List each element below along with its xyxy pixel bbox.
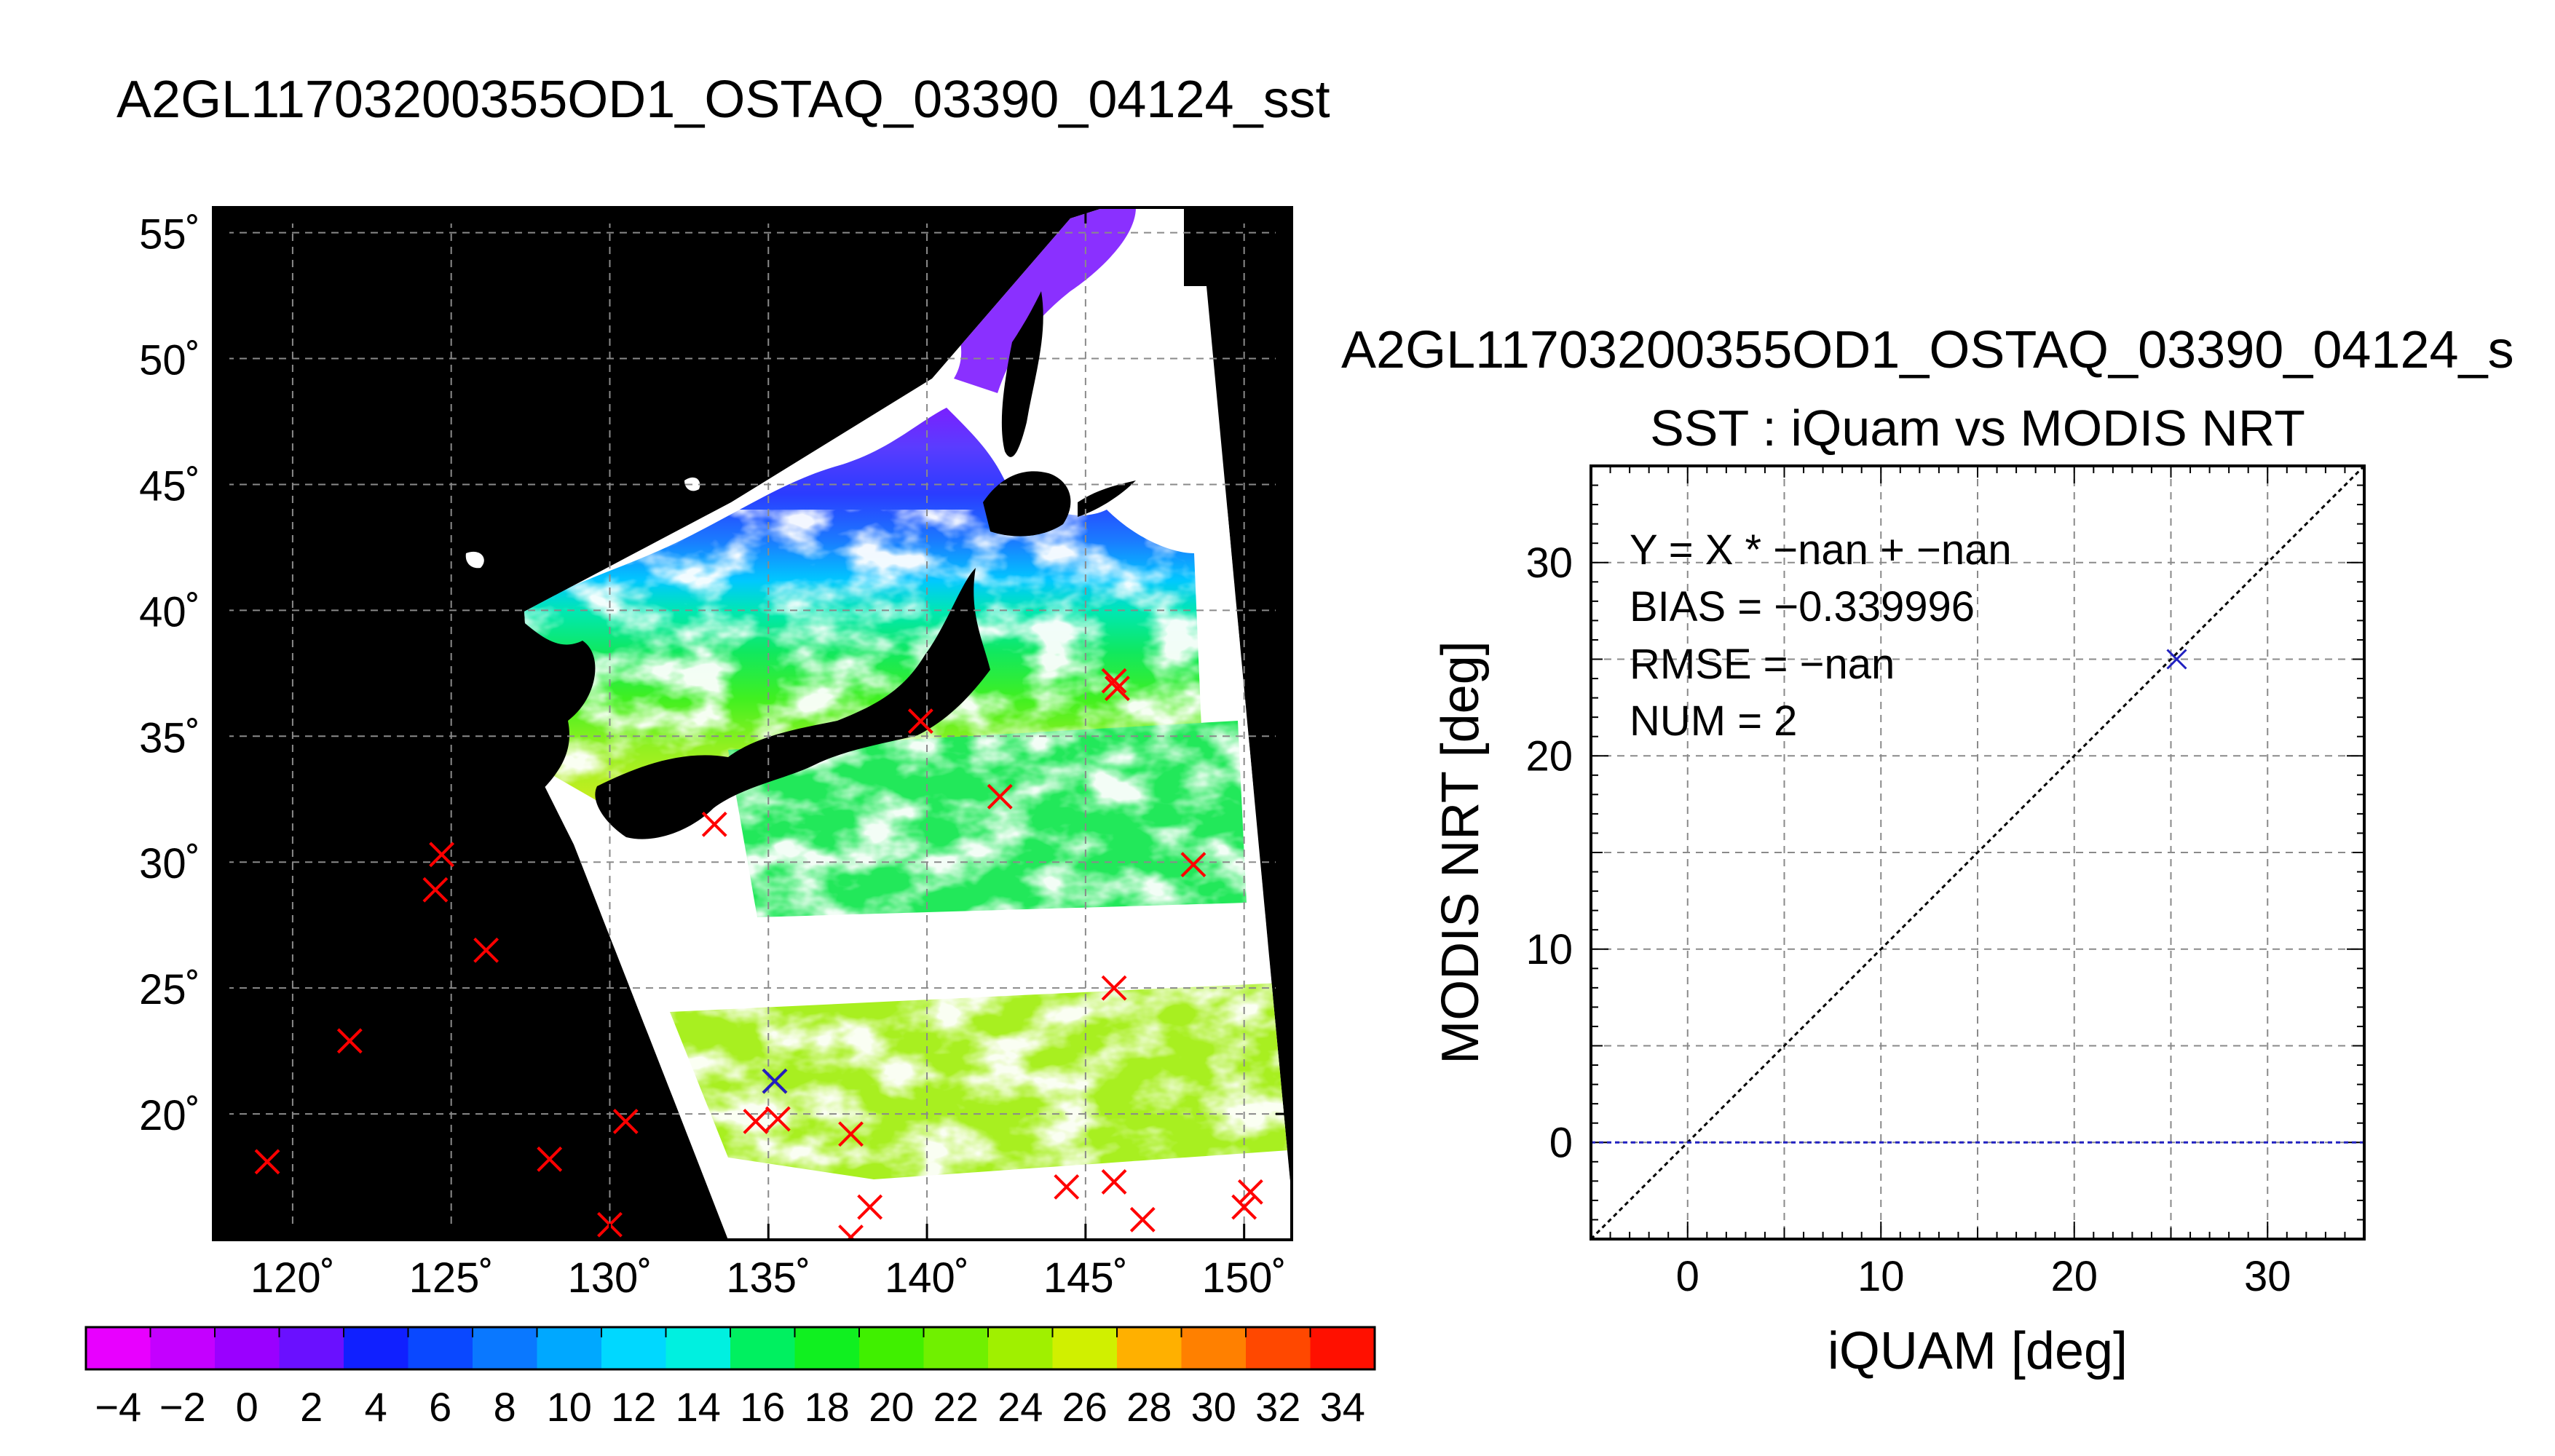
colorbar-label: 20 [869,1384,914,1430]
red-marker [1054,1174,1080,1200]
blue-marker [762,1068,788,1094]
map-frame [212,206,1293,1241]
colorbar-bin [794,1327,860,1369]
red-marker [1101,975,1127,1001]
colorbar-label: 22 [933,1384,979,1430]
colorbar-label: 0 [236,1384,258,1430]
colorbar-bin [279,1327,344,1369]
colorbar-label: 6 [429,1384,451,1430]
lon-tick-label: 140˚ [885,1254,969,1302]
lon-tick-label: 130˚ [567,1254,652,1302]
colorbar-bin [1181,1327,1247,1369]
lat-tick-label: 45˚ [139,462,200,510]
colorbar-bin [923,1327,989,1369]
lon-tick-label: 145˚ [1043,1254,1128,1302]
colorbar-bin [601,1327,667,1369]
red-marker [1180,852,1207,878]
colorbar-label: 26 [1062,1384,1107,1430]
red-marker [857,1194,883,1220]
map-grid [213,207,1292,1240]
red-marker [1231,1194,1257,1220]
lon-tick-label: 125˚ [409,1254,494,1302]
lat-tick-label: 55˚ [139,211,200,258]
colorbar-label: −4 [95,1384,141,1430]
colorbar-bin [1052,1327,1118,1369]
red-marker [422,877,449,903]
lat-tick-label: 35˚ [139,714,200,761]
colorbar-bin [473,1327,538,1369]
red-marker [1101,668,1127,694]
scatter-header: A2GL11703200355OD1_OSTAQ_03390_04124_s [1341,321,2514,379]
red-marker [429,842,455,868]
colorbar-bin [1310,1327,1375,1369]
colorbar-bin [344,1327,409,1369]
red-marker [987,783,1013,810]
red-marker [336,1028,363,1054]
colorbar-labels: −4 −2 0 2 4 6 8 10 12 14 16 18 20 22 24 26 28 30 32 34 [95,1384,1365,1430]
red-marker [254,1149,280,1175]
red-marker [838,1121,864,1147]
colorbar-label: 4 [365,1384,387,1430]
colorbar-label: 14 [676,1384,721,1430]
red-marker [743,1109,769,1134]
map-ticks [213,207,1292,1240]
red-marker [1237,1179,1263,1205]
red-marker [612,1109,639,1134]
red-marker [1129,1206,1156,1233]
colorbar-label: 32 [1255,1384,1300,1430]
lat-tick-label: 30˚ [139,840,200,887]
red-marker [765,1106,791,1132]
lat-tick-label: 25˚ [139,966,200,1013]
colorbar-bin [730,1327,796,1369]
sst-region-okhotsk [954,207,1136,393]
colorbar-frame [84,1326,1376,1371]
colorbar-label: 12 [611,1384,656,1430]
colorbar-bin [86,1327,151,1369]
red-marker [701,811,727,837]
lon-tick-label: 135˚ [726,1254,810,1302]
japan-land [595,568,990,839]
colorbar-label: 8 [494,1384,516,1430]
colorbar-bin [988,1327,1054,1369]
lat-tick-label: 40˚ [139,588,200,636]
map-lat-labels: 55˚ 50˚ 45˚ 40˚ 35˚ 30˚ 25˚ 20˚ [139,211,200,1139]
red-marker [907,708,933,734]
lon-tick-label: 120˚ [250,1254,335,1302]
land-masses [507,291,1136,839]
map-lon-labels: 120˚ 125˚ 130˚ 135˚ 140˚ 145˚ 150˚ [250,1254,1287,1302]
colorbar-label: 24 [998,1384,1043,1430]
colorbar-label: 10 [547,1384,592,1430]
lat-tick-label: 20˚ [139,1092,200,1139]
colorbar-label: 34 [1320,1384,1365,1430]
colorbar-bin [1117,1327,1182,1369]
colorbar-bin [537,1327,602,1369]
colorbar-bin [1246,1327,1311,1369]
colorbar-bin [408,1327,473,1369]
colorbar-label: 18 [805,1384,850,1430]
colorbar-label: 30 [1191,1384,1236,1430]
colorbar-bin [859,1327,925,1369]
colorbar-bin [215,1327,280,1369]
colorbar [86,1327,1375,1369]
lat-tick-label: 50˚ [139,337,200,384]
colorbar-bin [666,1327,731,1369]
red-marker [473,937,499,963]
map-title: A2GL11703200355OD1_OSTAQ_03390_04124_sst [117,71,1330,129]
colorbar-bin [150,1327,216,1369]
colorbar-label: 2 [300,1384,323,1430]
colorbar-label: 16 [740,1384,785,1430]
red-marker [1101,1169,1127,1195]
colorbar-label: −2 [159,1384,206,1430]
red-marker [1105,676,1130,701]
colorbar-label: 28 [1126,1384,1172,1430]
red-marker [838,1224,864,1240]
red-marker [537,1146,563,1172]
map-markers [254,668,1263,1240]
lon-tick-label: 150˚ [1202,1254,1287,1302]
